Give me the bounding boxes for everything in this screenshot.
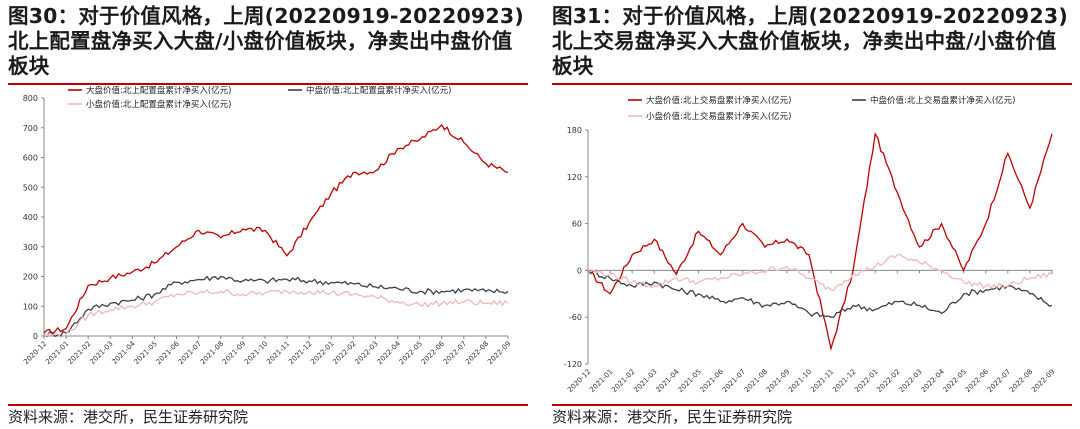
y-tick-label: 500 [23, 183, 38, 192]
title-divider [552, 83, 1072, 85]
y-tick-label: -60 [569, 313, 582, 322]
x-tick-label: 2022-01 [309, 340, 335, 366]
x-tick-label: 2021-05 [133, 340, 159, 366]
x-tick-label: 2022-05 [942, 368, 968, 394]
y-tick-label: 700 [23, 124, 38, 133]
legend-label: 中盘价值:北上配置盘累计净买入(亿元) [306, 86, 452, 96]
x-tick-label: 2021-07 [721, 368, 747, 394]
x-tick-label: 2022-02 [875, 368, 901, 394]
y-tick-label: 100 [23, 302, 38, 311]
series-line [43, 275, 509, 338]
source-divider [552, 404, 1072, 406]
series-line [43, 123, 509, 335]
x-tick-label: 2021-01 [44, 340, 70, 366]
title-divider [8, 83, 528, 85]
chart-panel-right: 图31：对于价值风格，上周(20220919-20220923)北上交易盘净买入… [552, 0, 1072, 429]
x-tick-label: 2020-12 [22, 340, 48, 366]
x-tick-label: 2021-08 [743, 368, 769, 394]
chart-panel-left: 图30：对于价值风格，上周(20220919-20220923)北上配置盘净买入… [8, 0, 528, 429]
x-tick-label: 2021-12 [287, 340, 313, 366]
y-tick-label: 60 [572, 220, 582, 229]
chart-title: 图30：对于价值风格，上周(20220919-20220923)北上配置盘净买入… [8, 4, 524, 78]
x-tick-label: 2022-03 [354, 340, 380, 366]
y-tick-label: 800 [23, 94, 38, 103]
x-tick-label: 2021-03 [632, 368, 658, 394]
chart-canvas: -120-600601201802020-122021-012021-02202… [564, 95, 1057, 394]
series-line [587, 132, 1053, 351]
y-tick-label: 200 [23, 273, 38, 282]
y-tick-label: 0 [577, 266, 582, 275]
x-tick-label: 2021-08 [199, 340, 225, 366]
x-tick-label: 2021-02 [610, 368, 636, 394]
legend-label: 中盘价值:北上交易盘累计净买入(亿元) [870, 95, 1016, 106]
legend-label: 小盘价值:北上配置盘累计净买入(亿元) [86, 99, 232, 110]
series-line [43, 288, 509, 338]
x-tick-label: 2022-02 [331, 340, 357, 366]
x-tick-label: 2021-07 [177, 340, 203, 366]
x-tick-label: 2022-07 [986, 368, 1012, 394]
x-tick-label: 2022-09 [486, 340, 512, 366]
x-tick-label: 2022-05 [398, 340, 424, 366]
y-tick-label: 600 [23, 154, 38, 163]
x-tick-label: 2022-09 [1030, 368, 1056, 394]
x-tick-label: 2022-08 [1008, 368, 1034, 394]
legend-label: 大盘价值:北上交易盘累计净买入(亿元) [646, 95, 792, 106]
x-tick-label: 2022-07 [442, 340, 468, 366]
y-tick-label: 120 [567, 173, 582, 182]
x-tick-label: 2022-08 [464, 340, 490, 366]
x-tick-label: 2021-03 [88, 340, 114, 366]
x-tick-label: 2020-12 [566, 368, 592, 394]
x-tick-label: 2021-10 [787, 368, 813, 394]
chart-canvas: 01002003004005006007008002020-122021-012… [22, 86, 512, 366]
x-tick-label: 2021-11 [809, 368, 835, 394]
x-tick-label: 2021-10 [243, 340, 269, 366]
x-tick-label: 2021-12 [831, 368, 857, 394]
x-tick-label: 2021-02 [66, 340, 92, 366]
legend-label: 大盘价值:北上配置盘累计净买入(亿元) [86, 86, 232, 96]
x-tick-label: 2021-05 [677, 368, 703, 394]
source-divider [8, 404, 528, 406]
x-tick-label: 2021-01 [588, 368, 614, 394]
x-tick-label: 2022-01 [853, 368, 879, 394]
chart-title: 图31：对于价值风格，上周(20220919-20220923)北上交易盘净买入… [552, 4, 1068, 78]
source-note: 资料来源：港交所，民生证券研究院 [8, 408, 249, 426]
y-tick-label: 180 [567, 126, 582, 135]
x-tick-label: 2022-03 [898, 368, 924, 394]
y-tick-label: 400 [23, 213, 38, 222]
legend-label: 小盘价值:北上交易盘累计净买入(亿元) [646, 111, 792, 122]
series-line [587, 253, 1053, 292]
source-note: 资料来源：港交所，民生证券研究院 [552, 408, 793, 426]
y-tick-label: -120 [564, 360, 582, 369]
y-tick-label: 300 [23, 243, 38, 252]
series-line [587, 269, 1053, 318]
x-tick-label: 2021-11 [265, 340, 291, 366]
y-tick-label: 0 [33, 332, 38, 341]
